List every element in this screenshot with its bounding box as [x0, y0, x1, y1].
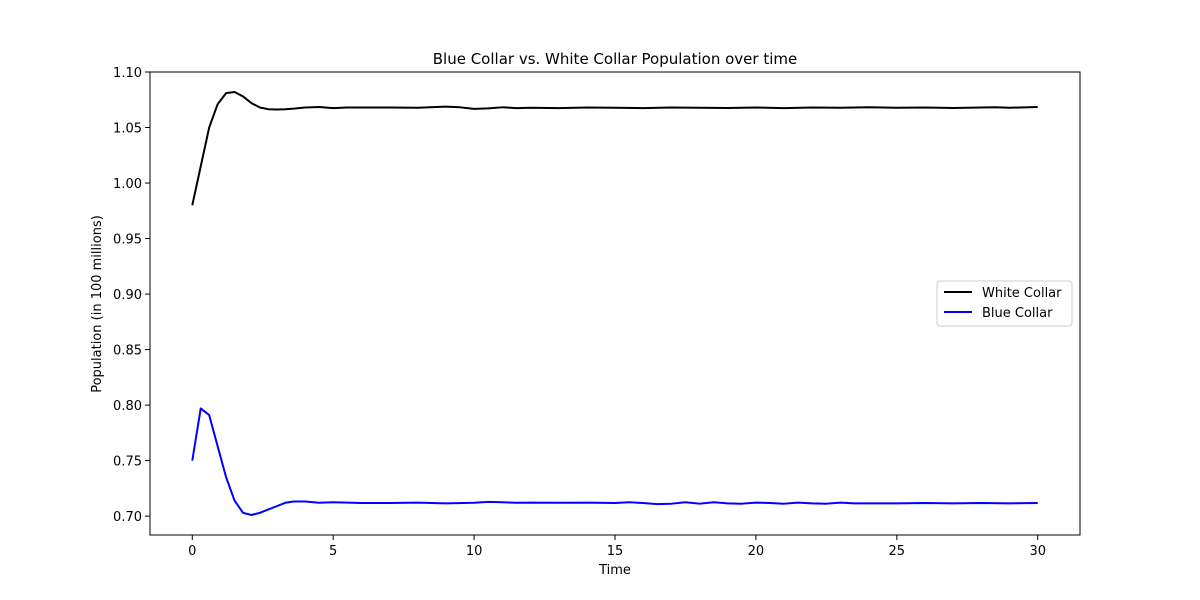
plot-area: 0 5 10 15 20 25 30 0.70 0.75 0.80 0.85 0.90 0.95 1.00… [113, 66, 1081, 559]
x-tick-label: 25 [889, 544, 906, 559]
x-tick-label: 20 [748, 544, 765, 559]
legend-label-white-collar: White Collar [982, 286, 1062, 301]
series-line-blue-collar [191, 407, 1038, 517]
y-tick-label: 0.70 [113, 510, 142, 525]
series-line-white-collar [191, 90, 1038, 206]
y-tick-label: 0.85 [113, 344, 142, 359]
x-tick-label: 5 [329, 544, 337, 559]
y-tick-label: 1.10 [113, 66, 142, 81]
y-axis-title: Population (in 100 millions) [90, 215, 105, 393]
x-axis-title: Time [598, 563, 631, 578]
x-tick-label: 10 [466, 544, 483, 559]
x-tick-label: 0 [188, 544, 196, 559]
x-tick-label: 30 [1029, 544, 1046, 559]
y-tick-label: 1.00 [113, 177, 142, 192]
x-tick-label: 15 [607, 544, 624, 559]
legend: White Collar Blue Collar [936, 280, 1073, 327]
y-tick-label: 1.05 [113, 122, 142, 137]
legend-label-blue-collar: Blue Collar [982, 306, 1053, 321]
y-tick-label: 0.95 [113, 233, 142, 248]
y-tick-label: 0.90 [113, 288, 142, 303]
y-tick-label: 0.80 [113, 399, 142, 414]
chart-title: Blue Collar vs. White Collar Population … [433, 50, 797, 68]
y-tick-label: 0.75 [113, 455, 142, 470]
